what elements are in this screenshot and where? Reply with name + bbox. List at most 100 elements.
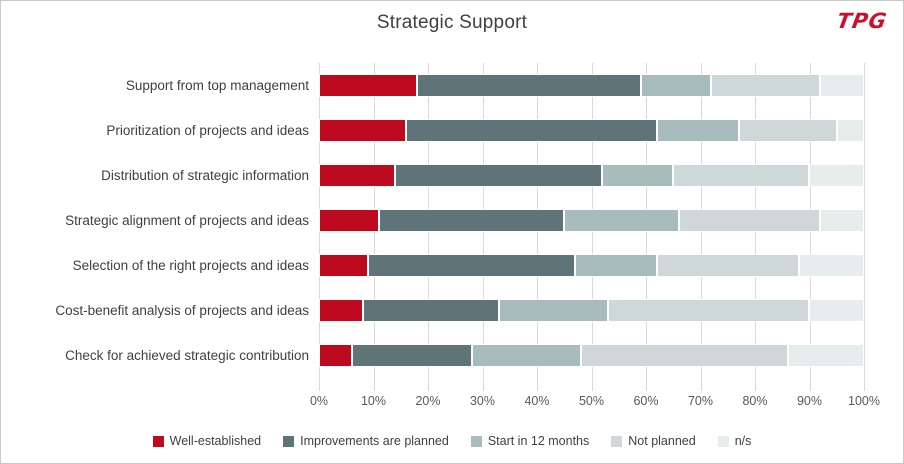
category-labels: Support from top management Prioritizatio…	[1, 63, 309, 378]
bar-segment-n-s	[798, 254, 864, 277]
bar-segment-n-s	[820, 74, 864, 97]
axis-tick	[809, 386, 811, 391]
x-tick-label: 80%	[742, 394, 768, 408]
legend-swatch	[152, 435, 164, 447]
axis-tick	[428, 386, 429, 391]
legend-item: Not planned	[611, 434, 696, 448]
bar-segment-well-established	[319, 164, 396, 187]
tpg-logo-text: TPG	[834, 9, 890, 33]
legend-swatch	[470, 435, 482, 447]
gridline	[864, 63, 865, 386]
axis-tick	[482, 386, 484, 391]
bar-segment-well-established	[319, 119, 407, 142]
legend-label: n/s	[734, 434, 752, 448]
bar-segment-improvements-are-planned	[406, 119, 657, 142]
bar-segment-not-planned	[656, 254, 799, 277]
legend-label: Improvements are planned	[300, 434, 449, 448]
bar-row	[319, 63, 864, 108]
category-label: Distribution of strategic information	[101, 168, 309, 183]
bar-segment-n-s	[787, 344, 864, 367]
x-tick-label: 50%	[578, 394, 605, 408]
bar-segment-not-planned	[711, 74, 821, 97]
legend-item: Well-established	[152, 434, 262, 448]
category-label: Prioritization of projects and ideas	[106, 123, 309, 138]
bar-segment-improvements-are-planned	[362, 299, 499, 322]
stacked-bar	[319, 344, 864, 367]
axis-tick	[755, 386, 756, 391]
x-tick-label: 30%	[469, 394, 496, 408]
legend-label: Start in 12 months	[487, 434, 590, 448]
bar-segment-start-in-12-months	[498, 299, 608, 322]
bar-segment-not-planned	[607, 299, 810, 322]
legend-swatch	[283, 435, 295, 447]
x-tick-label: 10%	[360, 394, 387, 408]
bar-segment-n-s	[809, 164, 864, 187]
x-tick-label: 90%	[796, 394, 823, 408]
bar-segment-start-in-12-months	[602, 164, 674, 187]
bar-segment-not-planned	[580, 344, 788, 367]
legend: Well-established Improvements are planned…	[1, 434, 903, 448]
bar-segment-well-established	[319, 299, 363, 322]
bar-segment-n-s	[809, 299, 864, 322]
bar-segment-well-established	[319, 254, 369, 277]
stacked-bar	[319, 254, 864, 277]
bar-segment-improvements-are-planned	[351, 344, 472, 367]
axis-tick	[537, 386, 538, 391]
bar-row	[319, 108, 864, 153]
axis-tick	[319, 386, 320, 391]
category-label: Check for achieved strategic contributio…	[65, 348, 309, 363]
bar-segment-improvements-are-planned	[378, 209, 565, 232]
bar-segment-start-in-12-months	[656, 119, 739, 142]
bar-segment-well-established	[319, 74, 418, 97]
x-axis: 0% 10% 20% 30% 40% 50% 60% 70% 80% 90% 100%	[310, 394, 880, 410]
bar-segment-n-s	[836, 119, 864, 142]
legend-swatch	[717, 435, 729, 447]
x-tick-label: 70%	[687, 394, 714, 408]
chart-title: Strategic Support	[376, 12, 528, 33]
bar-segment-start-in-12-months	[640, 74, 712, 97]
legend-item: n/s	[717, 434, 752, 448]
x-tick-label: 40%	[524, 394, 550, 408]
x-tick-label: 100%	[848, 394, 880, 408]
category-label: Cost-benefit analysis of projects and id…	[55, 303, 309, 318]
x-tick-label: 20%	[415, 394, 441, 408]
stacked-bar	[319, 74, 864, 97]
stacked-bar	[319, 209, 864, 232]
stacked-bar	[319, 119, 864, 142]
bar-segment-start-in-12-months	[564, 209, 679, 232]
stacked-bar	[319, 164, 864, 187]
category-label: Strategic alignment of projects and idea…	[65, 213, 309, 228]
bar-segment-start-in-12-months	[575, 254, 657, 277]
bar-segment-not-planned	[738, 119, 837, 142]
legend-item: Improvements are planned	[283, 434, 449, 448]
bar-row	[319, 288, 864, 333]
stacked-bar	[319, 299, 864, 322]
bar-segment-not-planned	[673, 164, 810, 187]
bar-row	[319, 333, 864, 378]
bar-row	[319, 243, 864, 288]
axis-tick	[646, 386, 647, 391]
axis-tick	[700, 386, 702, 391]
bar-segment-n-s	[820, 209, 864, 232]
bar-segment-well-established	[319, 209, 379, 232]
plot-area	[319, 63, 865, 391]
legend-swatch	[611, 435, 623, 447]
x-tick-label: 60%	[633, 394, 659, 408]
tpg-logo: TPG	[835, 9, 889, 33]
bar-segment-improvements-are-planned	[417, 74, 641, 97]
bar-segment-improvements-are-planned	[368, 254, 576, 277]
axis-tick	[864, 386, 865, 391]
axis-tick	[373, 386, 375, 391]
bar-row	[319, 198, 864, 243]
x-tick-label: 0%	[309, 394, 329, 408]
bar-segment-improvements-are-planned	[395, 164, 603, 187]
legend-item: Start in 12 months	[470, 434, 590, 448]
bar-segment-not-planned	[678, 209, 821, 232]
bar-row	[319, 153, 864, 198]
bar-segment-well-established	[319, 344, 352, 367]
bar-segment-start-in-12-months	[471, 344, 581, 367]
legend-label: Not planned	[628, 434, 696, 448]
legend-label: Well-established	[169, 434, 262, 448]
axis-tick	[591, 386, 593, 391]
